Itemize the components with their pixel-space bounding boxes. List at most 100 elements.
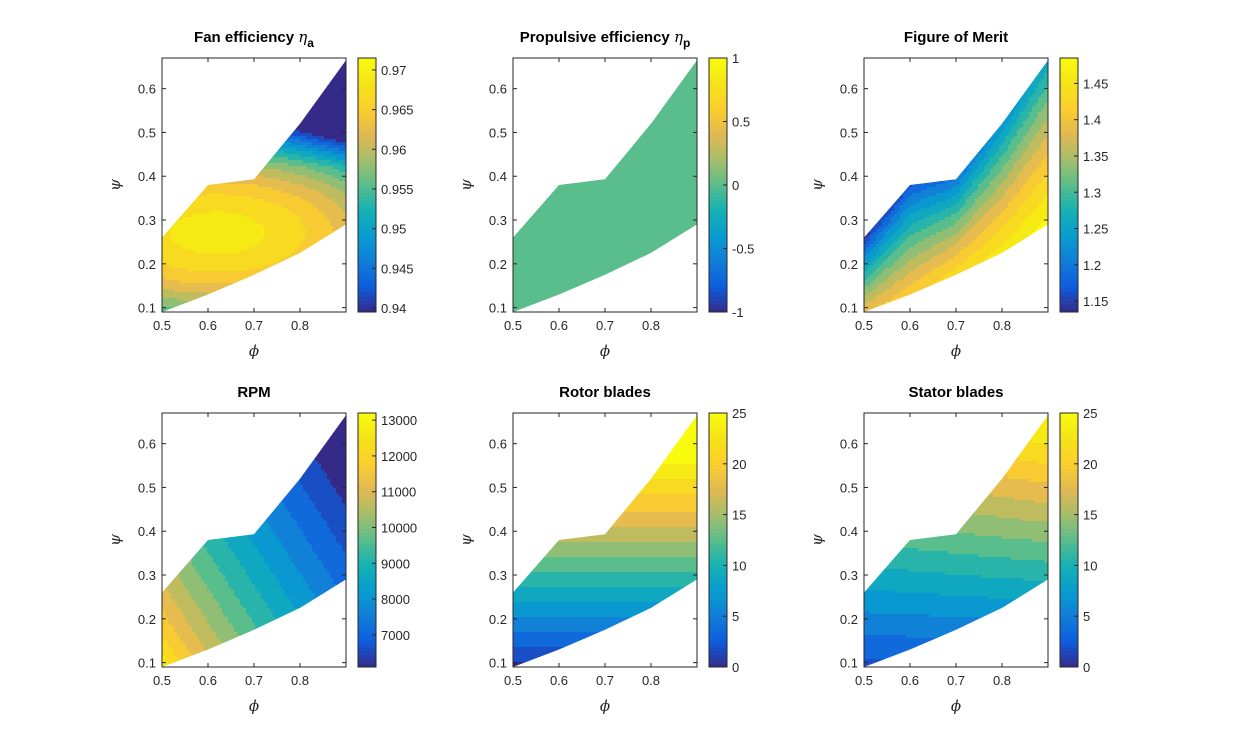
colorbar-frame <box>1059 412 1079 668</box>
y-tick-label: 0.1 <box>138 656 156 671</box>
colorbar-frame <box>357 412 377 668</box>
colorbar-tick-label: 1.3 <box>1083 185 1101 200</box>
x-tick-label: 0.6 <box>901 318 919 333</box>
y-tick-label: 0.4 <box>840 524 858 539</box>
colorbar-tick-label: 1.45 <box>1083 76 1108 91</box>
colorbar-tick-label: 10 <box>1083 558 1097 573</box>
x-tick-label: 0.8 <box>642 673 660 688</box>
y-tick-label: 0.5 <box>489 480 507 495</box>
y-tick-label: 0.4 <box>138 524 156 539</box>
x-tick-label: 0.7 <box>245 673 263 688</box>
y-axis-label: ψ <box>457 179 475 191</box>
title-text: Figure of Merit <box>904 29 1008 46</box>
x-tick-label: 0.6 <box>550 673 568 688</box>
colorbar-tick-label: 5 <box>1083 609 1090 624</box>
y-tick-label: 0.5 <box>840 125 858 140</box>
title-text: RPM <box>237 384 270 401</box>
colorbar-tick-label: 1.4 <box>1083 113 1101 128</box>
colorbar-tick-label: 15 <box>732 508 746 523</box>
title-symbol: η <box>674 28 683 46</box>
y-tick-label: 0.6 <box>489 437 507 452</box>
y-tick-label: 0.4 <box>489 169 507 184</box>
panel-title: Figure of Merit <box>904 29 1008 46</box>
panel-title: RPM <box>237 384 270 401</box>
colorbar-tick-label: 15 <box>1083 508 1097 523</box>
colorbar-tick-label: 7000 <box>381 628 410 643</box>
x-tick-label: 0.6 <box>550 318 568 333</box>
y-tick-label: 0.3 <box>840 568 858 583</box>
colorbar: 1.45 1.4 1.35 1.3 1.25 1.2 1.15 <box>1059 57 1108 313</box>
title-text: Propulsive efficiency <box>520 29 674 46</box>
y-tick-label: 0.2 <box>840 612 858 627</box>
title-subscript: p <box>683 36 690 50</box>
colorbar-tick-label: 25 <box>1083 406 1097 421</box>
y-tick-label: 0.6 <box>840 437 858 452</box>
y-tick-label: 0.5 <box>840 480 858 495</box>
colorbar-tick-label: -0.5 <box>732 242 754 257</box>
x-axis-label: ϕ <box>600 697 610 715</box>
colorbar-tick-label: 13000 <box>381 413 417 428</box>
x-tick-label: 0.8 <box>993 673 1011 688</box>
colorbar-tick-label: 0.945 <box>381 261 414 276</box>
x-tick-label: 0.6 <box>901 673 919 688</box>
y-tick-label: 0.2 <box>840 257 858 272</box>
y-tick-label: 0.2 <box>138 612 156 627</box>
colorbar-tick-label: 9000 <box>381 556 410 571</box>
y-tick-label: 0.6 <box>489 82 507 97</box>
colorbar-frame <box>708 412 728 668</box>
y-tick-label: 0.3 <box>138 568 156 583</box>
colorbar-tick-label: 0.955 <box>381 182 414 197</box>
panel-3: 0.5 0.6 0.7 0.8 0.1 0.2 0.3 0.4 0.5 0.6 ϕ ψ Figure o… <box>808 29 1108 360</box>
x-tick-label: 0.7 <box>596 673 614 688</box>
colorbar-tick-label: 8000 <box>381 592 410 607</box>
x-tick-label: 0.8 <box>642 318 660 333</box>
colorbar: 1 0.5 0 -0.5 -1 <box>708 51 754 320</box>
colorbar-frame <box>1059 57 1079 313</box>
contour-field <box>162 415 346 667</box>
title-subscript: a <box>307 36 314 50</box>
title-symbol: η <box>298 28 307 46</box>
colorbar-tick-label: 10 <box>732 558 746 573</box>
panel-5: 0.5 0.6 0.7 0.8 0.1 0.2 0.3 0.4 0.5 0.6 ϕ ψ Rotor bl… <box>457 384 746 715</box>
panel-1: 0.5 0.6 0.7 0.8 0.1 0.2 0.3 0.4 0.5 0.6 ϕ ψ Fan effi… <box>106 28 414 360</box>
y-tick-label: 0.1 <box>489 301 507 316</box>
y-tick-label: 0.4 <box>138 169 156 184</box>
colorbar-tick-label: 1.2 <box>1083 258 1101 273</box>
x-tick-label: 0.8 <box>993 318 1011 333</box>
y-axis-label: ψ <box>106 534 124 546</box>
x-axis-label: ϕ <box>249 342 259 360</box>
y-axis-label: ψ <box>808 179 826 191</box>
x-tick-label: 0.5 <box>153 318 171 333</box>
y-tick-label: 0.1 <box>489 656 507 671</box>
colorbar-tick-label: 11000 <box>381 485 416 500</box>
x-axis-label: ϕ <box>951 697 961 715</box>
colorbar: 25 20 15 10 5 0 <box>708 406 746 675</box>
y-tick-label: 0.4 <box>489 524 507 539</box>
y-tick-label: 0.2 <box>138 257 156 272</box>
y-tick-label: 0.3 <box>489 213 507 228</box>
x-tick-label: 0.8 <box>291 673 309 688</box>
colorbar: 13000 12000 11000 10000 9000 8000 7000 <box>357 412 417 668</box>
x-axis-label: ϕ <box>951 342 961 360</box>
panel-title: Fan efficiency ηa <box>194 28 314 50</box>
x-tick-label: 0.5 <box>153 673 171 688</box>
panel-4: 0.5 0.6 0.7 0.8 0.1 0.2 0.3 0.4 0.5 0.6 ϕ ψ RPM 13000… <box>106 384 417 715</box>
colorbar-tick-label: 0 <box>732 178 739 193</box>
x-tick-label: 0.5 <box>504 318 522 333</box>
x-tick-label: 0.7 <box>245 318 263 333</box>
y-tick-label: 0.3 <box>138 213 156 228</box>
colorbar-frame <box>357 57 377 313</box>
colorbar-tick-label: 25 <box>732 406 746 421</box>
x-tick-label: 0.7 <box>596 318 614 333</box>
y-tick-label: 0.1 <box>840 301 858 316</box>
y-axis-label: ψ <box>457 534 475 546</box>
x-tick-label: 0.7 <box>947 318 965 333</box>
x-tick-label: 0.7 <box>947 673 965 688</box>
title-text: Fan efficiency <box>194 29 298 46</box>
y-tick-label: 0.5 <box>489 125 507 140</box>
colorbar-tick-label: 20 <box>1083 457 1097 472</box>
y-tick-label: 0.3 <box>840 213 858 228</box>
y-tick-label: 0.2 <box>489 257 507 272</box>
colorbar: 25 20 15 10 5 0 <box>1059 406 1097 675</box>
